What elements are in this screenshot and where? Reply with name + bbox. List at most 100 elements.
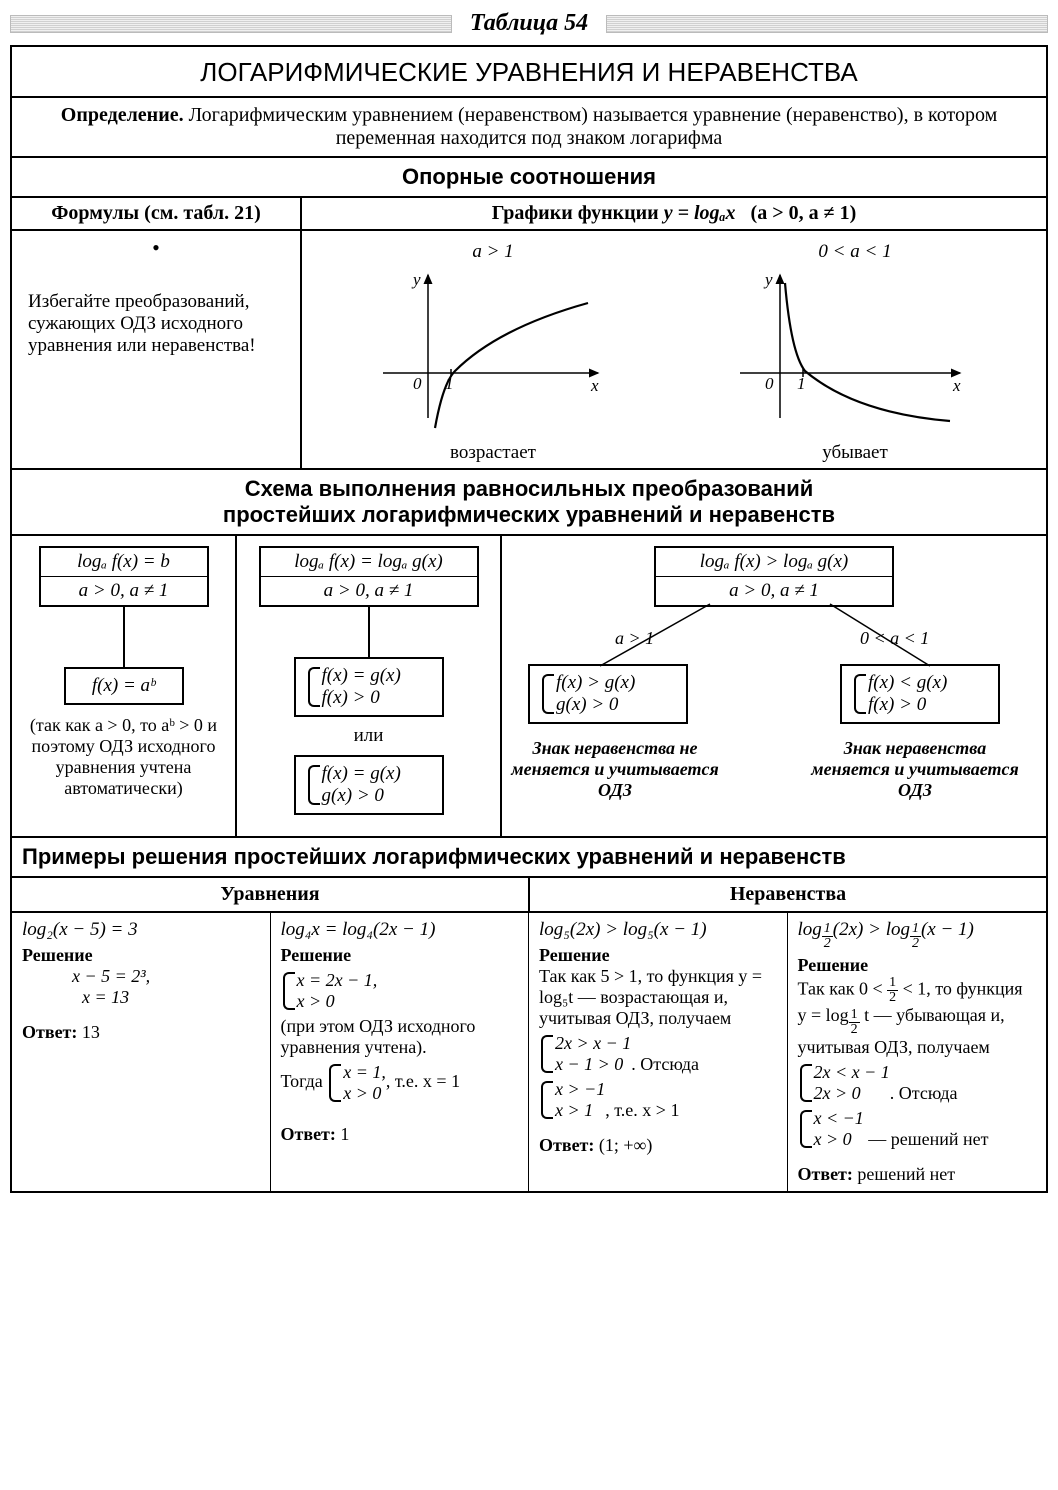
support-headers: Формулы (см. табл. 21) Графики функции y… xyxy=(12,196,1046,229)
scheme3-eq: logₐ f(x) > logₐ g(x) xyxy=(700,551,848,572)
ex1-sol-label: Решение xyxy=(22,945,260,966)
main-table: ЛОГАРИФМИЧЕСКИЕ УРАВНЕНИЯ И НЕРАВЕНСТВА … xyxy=(10,45,1048,1193)
scheme1-eq: logₐ f(x) = b xyxy=(77,551,170,572)
scheme-col-2: logₐ f(x) = logₐ g(x) a > 0, a ≠ 1 f(x) … xyxy=(237,536,502,836)
scheme3-sysL: f(x) > g(x) g(x) > 0 xyxy=(528,664,688,724)
ex2-mid: (при этом ОДЗ исходного уравнения учтена… xyxy=(281,1016,519,1058)
ex3-problem: log₅(2x) > log₅(x − 1) xyxy=(539,919,707,940)
examples-col-headers: Уравнения Неравенства xyxy=(12,876,1046,911)
svg-text:0: 0 xyxy=(413,374,422,393)
scheme2-eq: logₐ f(x) = logₐ g(x) xyxy=(294,551,442,572)
graphs-header-cond: (a > 0, a ≠ 1) xyxy=(751,202,857,224)
scheme3-sysR-l2: f(x) > 0 xyxy=(868,694,926,715)
scheme-row: logₐ f(x) = b a > 0, a ≠ 1 f(x) = aᵇ (та… xyxy=(12,534,1046,836)
ex2-problem: log₄x = log₄(2x − 1) xyxy=(281,919,436,940)
col-inequalities: Неравенства xyxy=(530,878,1046,911)
graph-increasing: a > 1 y x 0 1 возрастает xyxy=(312,235,674,464)
header-bar: Таблица 54 xyxy=(10,10,1048,37)
ex4-after1: . Отсюда xyxy=(890,1083,958,1103)
scheme3-noteL: Знак неравенства не меняется и учитывает… xyxy=(510,738,720,801)
ex4-text: Так как 0 < 12 < 1, то функция y = log12… xyxy=(798,976,1037,1058)
scheme3-sysL-l1: f(x) > g(x) xyxy=(556,672,635,693)
table-number: Таблица 54 xyxy=(452,10,606,37)
scheme3-noteR: Знак неравенства меняется и учитывается … xyxy=(810,738,1020,801)
ex2-ans-label: Ответ: xyxy=(281,1124,336,1144)
ex1-l1: x − 5 = 2³, xyxy=(72,966,150,986)
ex2-then: Тогда xyxy=(281,1071,323,1091)
scheme-heading-l1: Схема выполнения равносильных преобразов… xyxy=(18,476,1040,502)
scheme3-b1-cond: a > 1 xyxy=(615,628,654,648)
ex4-sys1-l1: 2x < x − 1 xyxy=(814,1062,890,1082)
ex1-problem: log₂(x − 5) = 3 xyxy=(22,919,138,940)
scheme2-or: или xyxy=(245,725,492,747)
support-heading: Опорные соотношения xyxy=(12,156,1046,196)
graph2-cond: 0 < a < 1 xyxy=(818,241,891,262)
ex4-sol-label: Решение xyxy=(798,955,1037,976)
ex2-sys-l1: x = 2x − 1, xyxy=(297,970,378,990)
scheme2-sys2-l2: g(x) > 0 xyxy=(322,785,384,806)
ex4-p1: log xyxy=(798,919,822,940)
scheme1-cond: a > 0, a ≠ 1 xyxy=(79,580,169,601)
ex3-sol-label: Решение xyxy=(539,945,777,966)
formulas-cell: • Избегайте преобразований, сужающих ОДЗ… xyxy=(12,231,302,468)
scheme1-top: logₐ f(x) = b a > 0, a ≠ 1 xyxy=(39,546,209,607)
ex4-sys2-l1: x < −1 xyxy=(814,1108,864,1128)
ex3-ans: (1; +∞) xyxy=(599,1135,652,1155)
scheme1-result-text: f(x) = aᵇ xyxy=(92,675,155,696)
examples-grid: log₂(x − 5) = 3 Решение x − 5 = 2³, x = … xyxy=(12,911,1046,1191)
scheme3-sysR: f(x) < g(x) f(x) > 0 xyxy=(840,664,1000,724)
example-3: log₅(2x) > log₅(x − 1) Решение Так как 5… xyxy=(529,913,788,1191)
scheme-col-1: logₐ f(x) = b a > 0, a ≠ 1 f(x) = aᵇ (та… xyxy=(12,536,237,836)
graph2-caption: убывает xyxy=(674,442,1036,464)
scheme3-sysR-l1: f(x) < g(x) xyxy=(868,672,947,693)
avoid-note: Избегайте преобразований, сужающих ОДЗ и… xyxy=(22,261,290,367)
scheme2-sys1-l2: f(x) > 0 xyxy=(322,687,380,708)
ex4-sys2-l2: x > 0 xyxy=(814,1129,852,1149)
ex2-sys-l2: x > 0 xyxy=(297,991,335,1011)
ex2-end: , т.e. x = 1 xyxy=(386,1071,460,1091)
scheme3-b2-cond: 0 < a < 1 xyxy=(860,628,929,648)
ex1-l2: x = 13 xyxy=(82,987,129,1007)
formulas-header: Формулы (см. табл. 21) xyxy=(12,198,302,229)
ex3-sys1-l2: x − 1 > 0 xyxy=(555,1054,623,1074)
support-body: • Избегайте преобразований, сужающих ОДЗ… xyxy=(12,229,1046,468)
graphs-header-fn: y = logₐx xyxy=(664,202,736,224)
hatch-left xyxy=(10,15,452,33)
col-equations: Уравнения xyxy=(12,878,530,911)
ex4-p3: (x − 1) xyxy=(921,919,974,940)
example-1: log₂(x − 5) = 3 Решение x − 5 = 2³, x = … xyxy=(12,913,271,1191)
svg-text:y: y xyxy=(763,270,773,289)
scheme2-sys2-l1: f(x) = g(x) xyxy=(322,763,401,784)
scheme2-cond: a > 0, a ≠ 1 xyxy=(324,580,414,601)
ex4-t1: Так как 0 < xyxy=(798,979,888,999)
ex3-after2: , т.e. x > 1 xyxy=(605,1100,679,1120)
ex3-after1: . Отсюда xyxy=(631,1054,699,1074)
connector xyxy=(368,607,370,657)
scheme3-cond: a > 0, a ≠ 1 xyxy=(729,580,819,601)
svg-text:x: x xyxy=(952,376,961,395)
definition-text: Логарифмическим уравнением (неравенством… xyxy=(189,104,998,149)
log-graph-increasing: y x 0 1 xyxy=(363,263,623,438)
connector xyxy=(123,607,125,667)
graphs-cell: a > 1 y x 0 1 возрастает xyxy=(302,231,1046,468)
ex3-sys2-l1: x > −1 xyxy=(555,1079,605,1099)
example-2: log₄x = log₄(2x − 1) Решение x = 2x − 1,… xyxy=(271,913,530,1191)
ex3-sys2-l2: x > 1 xyxy=(555,1100,593,1120)
ex2-ans: 1 xyxy=(340,1124,349,1144)
log-graph-decreasing: y x 0 1 xyxy=(725,263,985,438)
scheme2-top: logₐ f(x) = logₐ g(x) a > 0, a ≠ 1 xyxy=(259,546,479,607)
scheme2-sys1: f(x) = g(x) f(x) > 0 xyxy=(294,657,444,717)
ex4-p2: (2x) > log xyxy=(833,919,910,940)
scheme3-sysL-l2: g(x) > 0 xyxy=(556,694,618,715)
ex4-ans-label: Ответ: xyxy=(798,1164,853,1184)
ex1-ans: 13 xyxy=(82,1022,100,1042)
ex3-ans-label: Ответ: xyxy=(539,1135,594,1155)
graph1-caption: возрастает xyxy=(312,442,674,464)
scheme3-top: logₐ f(x) > logₐ g(x) a > 0, a ≠ 1 xyxy=(654,546,894,607)
ex1-ans-label: Ответ: xyxy=(22,1022,77,1042)
svg-text:0: 0 xyxy=(765,374,774,393)
ex3-sys1-l1: 2x > x − 1 xyxy=(555,1033,631,1053)
definition-label: Определение. xyxy=(61,104,184,126)
scheme-col-3: logₐ f(x) > logₐ g(x) a > 0, a ≠ 1 a > 1… xyxy=(502,536,1046,836)
graph1-cond: a > 1 xyxy=(472,241,513,262)
